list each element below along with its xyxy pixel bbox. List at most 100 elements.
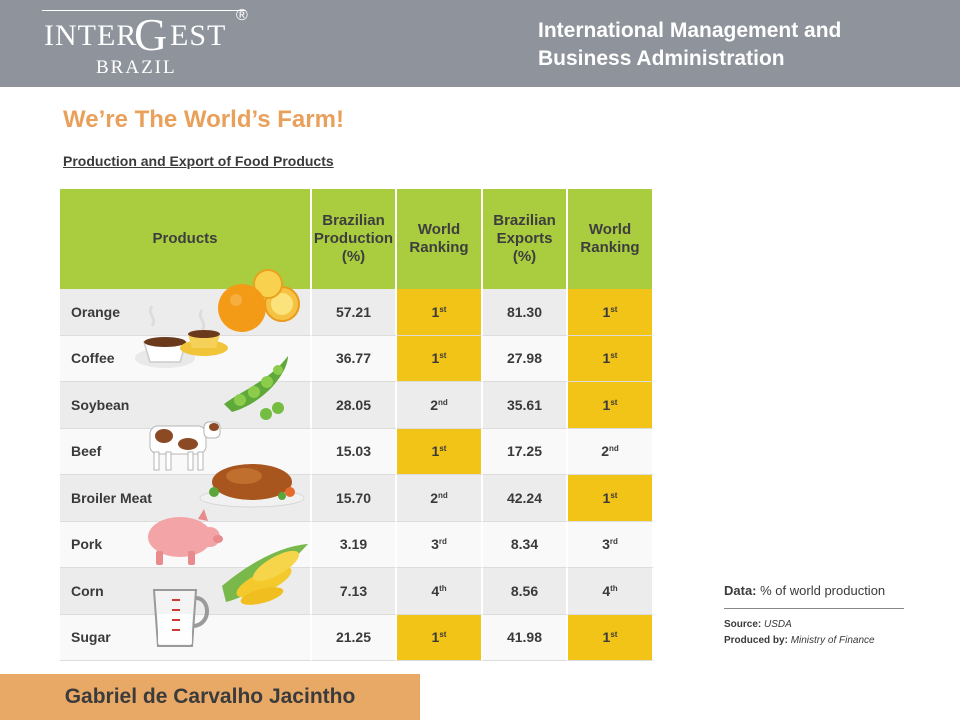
production-pct: 57.21 [312,289,397,336]
header-line: Ranking [409,239,469,256]
rank-suffix: st [439,630,447,640]
production-ranking: 4th [397,568,483,615]
rank-number: 1 [431,443,440,460]
rank-suffix: nd [438,397,448,407]
rank-number: 1 [431,629,440,646]
logo-est-text: EST [170,19,227,52]
header-line: (%) [341,248,366,265]
rank-number: 1 [602,396,611,413]
production-pct: 15.70 [312,475,397,522]
rank-number: 2 [601,443,609,460]
rank-number: 3 [602,536,610,553]
production-pct: 7.13 [312,568,397,615]
rank-suffix: rd [609,537,618,547]
note-produced-value: Ministry of Finance [790,635,875,646]
rank-suffix: rd [438,537,447,547]
logo-rule [42,10,246,11]
rank-number: 1 [602,303,611,320]
note-data-line: Data: % of world production [724,583,904,598]
rank-number: 4 [431,582,440,599]
table-row: Soybean 28.05 2nd 35.61 1st [60,382,654,429]
header-production-ranking: World Ranking [397,189,483,289]
rank-suffix: st [610,397,618,407]
table-row: Broiler Meat 15.70 2nd 42.24 1st [60,475,654,522]
note-source-value: USDA [764,619,792,630]
author-name: Gabriel de Carvalho Jacintho [64,685,356,708]
header-line: Production [313,230,394,247]
measuring-cup-icon [152,589,209,647]
soybean-icon [224,356,288,420]
exports-ranking: 1st [568,382,654,429]
production-ranking: 2nd [397,475,483,522]
production-ranking: 1st [397,335,483,382]
header-title-line2: Business Administration [538,47,785,70]
note-divider [724,608,904,609]
coffee-icon [135,305,228,368]
page-title: We’re The World’s Farm! [63,106,344,133]
rank-number: 2 [430,489,438,506]
production-pct: 21.25 [312,614,397,661]
corn-icon [222,544,308,605]
rank-suffix: th [439,583,447,593]
table-header-row: Products Brazilian Production (%) World … [60,189,654,289]
rank-suffix: st [610,490,618,500]
data-note: Data: % of world production Source: USDA… [724,583,904,649]
rank-number: 1 [602,489,611,506]
header-exports-pct: Brazilian Exports (%) [483,189,568,289]
rank-suffix: st [610,351,618,361]
header-line: Brazilian [493,212,556,229]
exports-pct: 8.34 [483,521,568,568]
rank-suffix: st [439,304,447,314]
rank-suffix: th [610,583,618,593]
pig-icon [148,509,223,565]
logo-g-text: G [134,9,168,60]
production-ranking: 1st [397,614,483,661]
rank-suffix: st [610,630,618,640]
header-line: World [417,221,461,238]
logo-registered-mark: ® [236,7,248,24]
cow-icon [149,421,221,471]
rank-number: 1 [602,629,611,646]
production-ranking: 1st [397,289,483,336]
exports-ranking: 1st [568,475,654,522]
rank-number: 1 [602,350,611,367]
header-title-line1: International Management and [538,19,842,42]
rank-suffix: nd [609,444,619,454]
table-row: Sugar 21.25 1st 41.98 1st [60,614,654,661]
exports-ranking: 1st [568,335,654,382]
header-production-pct: Brazilian Production (%) [312,189,397,289]
production-pct: 15.03 [312,428,397,475]
note-data-value: % of world production [760,583,886,598]
header-line: World [588,221,632,238]
rank-number: 2 [430,396,438,413]
note-produced-label: Produced by: [724,635,788,646]
footer-bar: Gabriel de Carvalho Jacintho [0,674,420,720]
logo-brazil-text: BRAZIL [96,57,177,78]
header-title: International Management and Business Ad… [538,17,938,73]
rank-number: 1 [431,350,440,367]
exports-ranking: 1st [568,614,654,661]
roast-chicken-icon [199,464,305,508]
rank-number: 1 [431,303,440,320]
exports-ranking: 3rd [568,521,654,568]
exports-ranking: 2nd [568,428,654,475]
exports-ranking: 4th [568,568,654,615]
production-ranking: 2nd [397,382,483,429]
rank-suffix: st [439,444,447,454]
production-pct: 3.19 [312,521,397,568]
note-produced-line: Produced by: Ministry of Finance [724,633,904,649]
rank-number: 4 [602,582,611,599]
rank-suffix: st [610,304,618,314]
exports-pct: 17.25 [483,428,568,475]
production-ranking: 3rd [397,521,483,568]
logo-inter-text: INTER [44,19,138,52]
production-pct: 36.77 [312,335,397,382]
header-exports-ranking: World Ranking [568,189,654,289]
exports-pct: 42.24 [483,475,568,522]
intergest-logo: INTER G EST ® BRAZIL [42,6,262,82]
header-line: Ranking [580,239,640,256]
note-data-label: Data: [724,583,757,598]
exports-pct: 81.30 [483,289,568,336]
exports-pct: 41.98 [483,614,568,661]
page-subtitle: Production and Export of Food Products [63,153,334,169]
